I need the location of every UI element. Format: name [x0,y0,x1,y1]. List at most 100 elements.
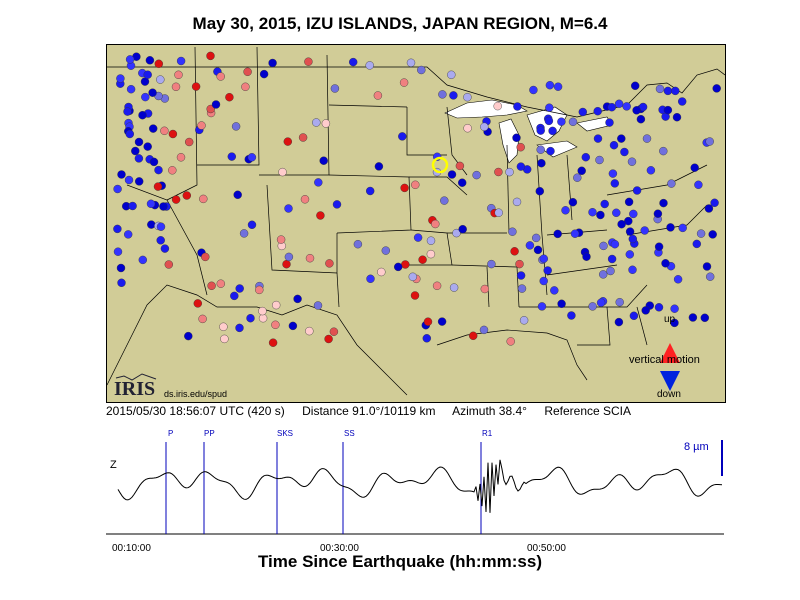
station-dot [629,209,638,219]
station-dot [124,230,133,239]
station-dot [505,167,514,177]
station-dot [128,201,137,211]
station-dot [374,162,384,171]
station-dot [314,178,323,187]
station-dot [622,102,631,111]
station-dot [304,57,313,66]
station-dot [401,260,410,269]
station-dot [539,276,548,286]
station-dot [293,294,302,304]
station-dot [239,229,249,238]
station-dot [207,281,216,291]
station-dot [125,55,135,64]
plot-title: May 30, 2015, IZU ISLANDS, JAPAN REGION,… [192,14,608,33]
station-dot [156,75,165,84]
station-dot [704,204,714,213]
station-dot [513,102,522,111]
reference-station-marker [431,156,449,174]
station-dot [654,242,664,251]
map-canvas [107,46,725,396]
station-dot [164,260,173,269]
station-dot [216,279,226,288]
station-dot [510,247,519,256]
station-dot [553,229,562,239]
station-dot [696,229,706,238]
station-dot [171,195,181,204]
station-dot [605,118,614,127]
station-dot [235,284,244,293]
station-dot [632,186,642,195]
tick-label-3: 00:50:00 [527,543,566,554]
station-dot [640,226,649,235]
station-dot [595,155,604,165]
station-dot [271,320,280,329]
station-dot [176,153,186,162]
tick-label-1: 00:10:00 [112,543,151,554]
station-dot [646,166,656,175]
station-dot [706,272,715,281]
station-dot [636,114,646,124]
station-dot [366,186,375,196]
station-dot [535,186,544,196]
station-dot [398,132,407,141]
phase-label-p: P [168,429,174,438]
station-dot [712,84,721,93]
station-dot [146,199,156,209]
station-dot [241,82,250,91]
station-dot [702,262,712,271]
station-dot [671,86,680,96]
station-dot [324,334,333,344]
station-dot [536,145,545,154]
station-dot [516,271,526,280]
station-dot [705,137,714,146]
station-dot [608,169,618,178]
station-dot [325,259,334,268]
station-dot [628,234,637,244]
station-dot [479,325,489,335]
station-dot [225,93,234,102]
station-dot [672,112,682,122]
station-dot [125,129,134,139]
station-dot [184,331,193,341]
station-dot [278,167,287,177]
station-dot [458,178,467,187]
station-dot [156,236,165,245]
station-dot [628,265,637,275]
station-dot [516,142,525,152]
station-dot [283,137,293,146]
station-dot [284,252,294,262]
component-label: Z [110,459,117,471]
station-dot [319,156,328,165]
station-dot [610,239,620,249]
station-dot [617,219,626,229]
station-dot [284,204,293,213]
legend-up-label: up [664,314,676,325]
station-dot [276,235,286,244]
station-dot [629,311,639,320]
station-dot [654,303,664,312]
station-dot [211,100,221,109]
station-dot [545,81,555,90]
station-dot [191,82,201,91]
station-dot [300,195,310,204]
station-dot [145,56,155,65]
station-dot [160,126,169,136]
station-dot [694,180,703,190]
station-dot [410,291,420,300]
station-dot [413,233,423,242]
station-dot [423,317,433,326]
station-dot [447,170,457,179]
station-dot [557,299,566,308]
station-dot [353,239,363,249]
iris-logo-text: IRIS [114,378,155,400]
station-dot [113,224,122,234]
station-dot [153,182,163,191]
station-dot [581,152,590,162]
iris-logo: IRIS [114,373,157,400]
station-dot [113,247,123,256]
station-dot [537,302,547,311]
station-dot [154,165,163,175]
station-dot [480,284,489,294]
station-dot [529,85,538,95]
station-dot [568,197,578,207]
